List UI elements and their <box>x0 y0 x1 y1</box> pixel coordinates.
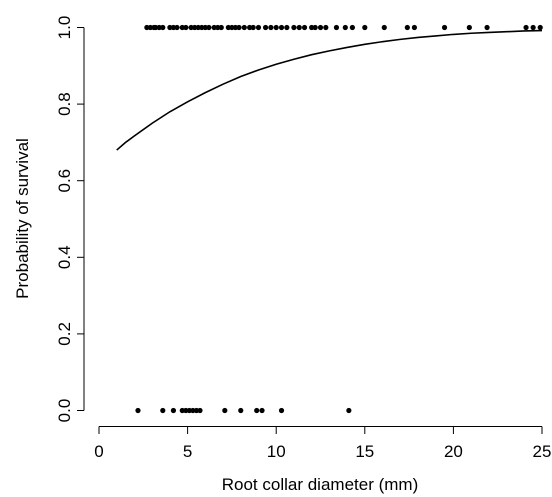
data-point <box>160 24 166 31</box>
data-point <box>170 407 177 414</box>
data-point <box>284 24 290 31</box>
data-point <box>312 24 318 31</box>
data-point <box>259 407 265 414</box>
data-point <box>278 407 285 414</box>
data-point <box>174 24 180 31</box>
data-point <box>197 407 203 414</box>
x-axis-ticks: 0 5 10 15 20 25 <box>94 426 552 461</box>
data-point <box>278 24 285 31</box>
data-point <box>523 24 529 31</box>
data-point <box>381 24 387 31</box>
data-points <box>135 24 543 414</box>
data-point <box>160 407 166 414</box>
data-point <box>333 24 340 31</box>
data-point <box>273 24 279 31</box>
x-tick-label: 0 <box>94 442 103 461</box>
data-point <box>291 24 297 31</box>
data-point <box>250 24 256 31</box>
data-point <box>484 24 490 31</box>
plot-area: 0 5 10 15 20 25 0.0 0.2 0.4 0.6 0.8 1.0 <box>55 16 551 461</box>
y-axis-title: Probability of survival <box>13 138 32 299</box>
y-tick-label: 0.2 <box>55 322 74 346</box>
y-axis-ticks: 0.0 0.2 0.4 0.6 0.8 1.0 <box>55 16 84 423</box>
data-point <box>349 24 355 31</box>
data-point <box>537 24 543 31</box>
data-point <box>530 24 536 31</box>
data-point <box>222 407 228 414</box>
data-point <box>238 407 244 414</box>
data-point <box>362 24 368 31</box>
data-point <box>218 24 224 31</box>
y-tick-label: 0.6 <box>55 169 74 193</box>
data-point <box>346 407 352 414</box>
y-tick-label: 0.0 <box>55 399 74 423</box>
x-tick-label: 25 <box>533 442 552 461</box>
data-point <box>411 24 418 31</box>
data-point <box>441 24 448 31</box>
data-point <box>241 24 247 31</box>
data-point <box>323 24 329 31</box>
y-tick-label: 1.0 <box>55 16 74 40</box>
data-point <box>268 24 274 31</box>
data-point <box>342 24 348 31</box>
data-point <box>404 24 410 31</box>
x-tick-label: 20 <box>444 442 463 461</box>
x-tick-label: 5 <box>183 442 192 461</box>
data-point <box>183 24 189 31</box>
data-point <box>255 24 262 31</box>
data-point <box>296 24 302 31</box>
data-point <box>135 407 141 414</box>
x-tick-label: 10 <box>267 442 286 461</box>
data-point <box>301 24 308 31</box>
data-point <box>317 24 324 31</box>
data-point <box>466 24 472 31</box>
x-axis-title: Root collar diameter (mm) <box>222 475 419 494</box>
y-tick-label: 0.4 <box>55 245 74 269</box>
data-point <box>254 407 260 414</box>
x-tick-label: 15 <box>355 442 374 461</box>
data-point <box>206 24 212 31</box>
data-point <box>236 24 242 31</box>
logistic-fit-curve <box>116 29 543 151</box>
y-tick-label: 0.8 <box>55 92 74 116</box>
data-point <box>262 24 269 31</box>
